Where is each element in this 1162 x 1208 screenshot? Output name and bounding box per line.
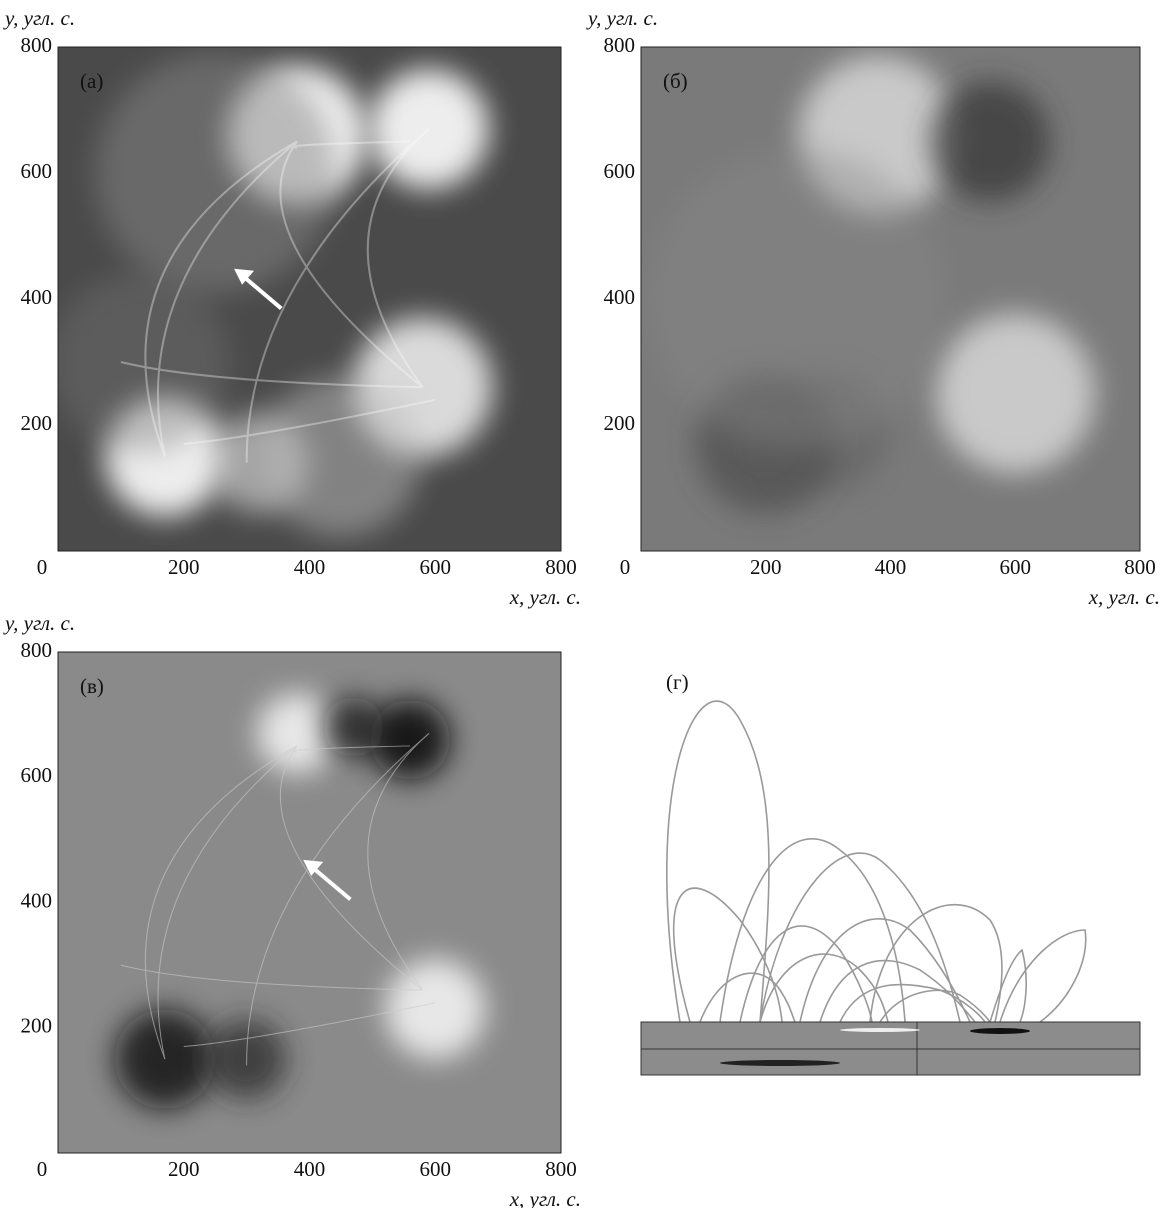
y-tick-label: 200 [21,1014,53,1038]
x-tick-label: 800 [545,555,577,579]
y-tick-label: 400 [21,285,53,309]
panel: (в) y, угл. с. x, угл. с. 800 600 400 200 0 200 4… [3,611,581,1208]
panel-label: (б) [663,69,688,93]
x-tick-label: 400 [294,555,326,579]
x-tick-label: 600 [1000,555,1032,579]
blob [935,314,1095,474]
x-axis-label: x, угл. с. [509,585,581,609]
x-tick-label: 200 [750,555,782,579]
panel: (б) y, угл. с. x, угл. с. 800 600 400 200 0 200 4… [586,6,1160,609]
y-tick-label: 600 [21,763,53,787]
y-tick-label: 200 [21,411,53,435]
blob [95,53,335,293]
spot [970,1028,1030,1034]
x-tick-label: 0 [620,555,631,579]
x-tick-label: 400 [875,555,907,579]
x-tick-label: 800 [545,1157,577,1181]
spot [720,1060,840,1066]
x-axis-label: x, угл. с. [509,1187,581,1208]
image [58,652,561,1153]
image [641,47,1140,551]
panel-label: (в) [80,674,104,698]
panel-label: (г) [666,670,689,694]
x-tick-label: 600 [420,1157,452,1181]
y-tick-label: 600 [604,159,636,183]
blob [385,959,485,1059]
blob [261,377,421,537]
x-tick-label: 200 [168,555,200,579]
panel: (а) y, угл. с. x, угл. с. 800 600 400 200 0 200 4… [3,6,581,609]
x-tick-label: 600 [420,555,452,579]
y-tick-label: 400 [604,285,636,309]
figure: (г) (а) y, угл. с. x, угл. с. 800 600 400 200 0… [0,0,1162,1208]
x-tick-label: 800 [1124,555,1156,579]
y-tick-label: 800 [604,33,636,57]
y-tick-label: 600 [21,159,53,183]
x-axis-label: x, угл. с. [1088,585,1160,609]
x-tick-label: 200 [168,1157,200,1181]
x-tick-label: 0 [37,555,48,579]
spot [840,1028,920,1032]
y-axis-label: y, угл. с. [586,6,658,30]
y-tick-label: 400 [21,888,53,912]
image [50,47,561,551]
x-tick-label: 0 [37,1157,48,1181]
y-tick-label: 200 [604,411,636,435]
y-tick-label: 800 [21,33,53,57]
blob [370,700,450,780]
field-loops [667,701,1086,1022]
y-axis-label: y, угл. с. [3,6,75,30]
panel-label: (а) [80,69,103,93]
blob [50,272,230,452]
y-tick-label: 800 [21,638,53,662]
panel-g: (г) [641,670,1140,1075]
blob [647,149,947,449]
x-tick-label: 400 [294,1157,326,1181]
blob [930,82,1050,202]
y-axis-label: y, угл. с. [3,611,75,635]
